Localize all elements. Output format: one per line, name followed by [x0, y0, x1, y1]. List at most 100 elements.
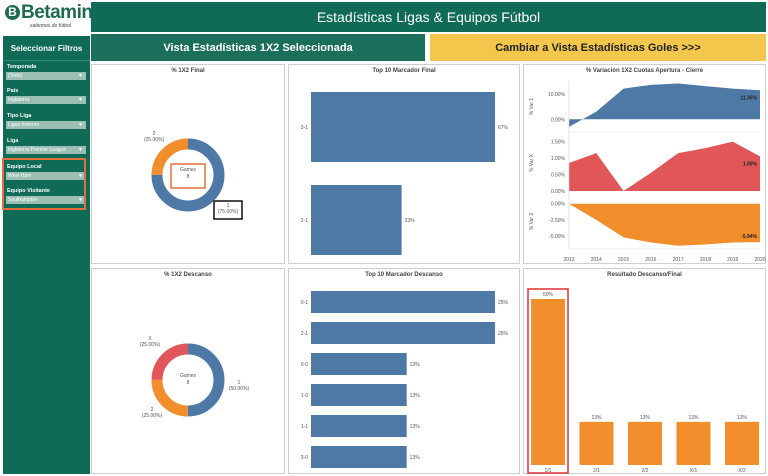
y-tick-label: 1-1 — [301, 424, 308, 430]
panel-top10-final: Top 10 Marcador Final 3-1 67% 2-1 33% — [288, 64, 520, 264]
temporada-value: (Todo) — [8, 73, 23, 79]
bar-value-label: 33% — [405, 218, 416, 224]
y-tick-label: 3-1 — [301, 125, 308, 131]
filter-label-temporada: Temporada — [7, 64, 37, 70]
area-series — [569, 203, 760, 246]
panel-title: Top 10 Marcador Final — [372, 68, 436, 74]
team-filter-highlight — [2, 158, 86, 210]
donut-center-label: Games — [179, 373, 197, 379]
x-tick-label: 2/1 — [593, 468, 600, 474]
bar — [311, 415, 407, 437]
donut-center-value: 8 — [186, 174, 190, 180]
equipo-visitante-select[interactable]: Southampton ▼ — [6, 196, 86, 204]
bar-value-label: 13% — [410, 362, 421, 368]
view-1x2-button[interactable]: Vista Estadísticas 1X2 Seleccionada — [91, 34, 425, 61]
slice-label-1-pct: (50.00%) — [228, 386, 250, 392]
chevron-down-icon: ▼ — [78, 173, 83, 179]
bar-value-label: 25% — [498, 331, 509, 337]
bar-value-label: 13% — [688, 415, 699, 421]
area-series — [569, 141, 760, 191]
chevron-down-icon: ▼ — [78, 73, 83, 79]
x-tick-label: 2018 — [700, 257, 711, 263]
logo-tagline: sabemos de fútbol — [30, 23, 71, 29]
liga-value: Inglaterra Premier League — [8, 147, 67, 153]
x-tick-label: 2020 — [754, 257, 765, 263]
bar — [311, 92, 495, 162]
bar — [311, 384, 407, 406]
x-tick-label: 2015 — [618, 257, 629, 263]
equipo-local-select[interactable]: West Ham ▼ — [6, 172, 86, 180]
filter-label-pais: País — [7, 88, 19, 94]
slice-label-1-pct: (75.00%) — [217, 209, 239, 215]
y-axis-label: % Var 1 — [529, 98, 535, 116]
x-tick-label: 1/1 — [545, 468, 552, 474]
donut-center-value: 8 — [186, 380, 190, 386]
panel-variation: % Variación 1X2 Cuotas Apertura - Cierre… — [523, 64, 766, 264]
bar-chart-top10-descanso: 0-1 25% 2-1 25% 0-0 13% 1-0 13% 1-1 13% 3-0 13% — [301, 291, 509, 468]
x-tick-label: 2/2 — [642, 468, 649, 474]
slice-label-2-cat: 2 — [150, 407, 154, 413]
slice-label-2-cat: 2 — [152, 131, 156, 137]
bar — [311, 291, 495, 313]
donut-slice-x — [151, 343, 225, 417]
highlight-box — [527, 288, 569, 474]
bar — [579, 421, 614, 465]
panel-top10-descanso: Top 10 Marcador Descanso 0-1 25% 2-1 25% 0-0… — [288, 268, 520, 474]
pais-select[interactable]: Inglaterra ▼ — [6, 96, 86, 104]
slice-label-x-cat: X — [148, 336, 152, 342]
equipo-local-value: West Ham — [8, 173, 32, 179]
bar-value-label: 13% — [591, 415, 602, 421]
end-value-label: 11.35% — [740, 95, 757, 101]
view-goals-button[interactable]: Cambiar a Vista Estadísticas Goles >>> — [430, 34, 766, 61]
x-tick-label: 2019 — [727, 257, 738, 263]
panel-1x2-final: % 1X2 Final Games 8 2 (25.00%) 1 (75.00%… — [91, 64, 285, 264]
bar — [725, 421, 759, 465]
bar — [311, 353, 407, 375]
y-tick-label: 1.00% — [551, 156, 566, 162]
donut-1x2-final — [151, 138, 243, 220]
center-highlight-box — [170, 163, 206, 189]
donut-center-label: Games — [179, 167, 197, 173]
filter-label-equipo-visitante: Equipo Visitante — [7, 188, 50, 194]
y-tick-label: 10.00% — [548, 92, 566, 98]
liga-select[interactable]: Inglaterra Premier League ▼ — [6, 146, 86, 154]
bar-chart-top10-final: 3-1 67% 2-1 33% — [301, 92, 509, 255]
x-tick-label: X/1 — [690, 468, 698, 474]
x-tick-label: 2013 — [563, 257, 574, 263]
bar — [311, 446, 407, 468]
bar-value-label: 13% — [737, 415, 748, 421]
y-axis-label: % Var 2 — [529, 213, 535, 231]
area-series — [569, 83, 760, 127]
y-tick-label: 2-1 — [301, 218, 308, 224]
x-tick-label: X/2 — [738, 468, 746, 474]
sidebar-title: Seleccionar Filtros — [3, 36, 90, 61]
bar-value-label: 50% — [543, 292, 554, 298]
slice-label-1-cat: 1 — [237, 380, 241, 386]
y-tick-label: 3-0 — [301, 455, 308, 461]
chevron-down-icon: ▼ — [78, 122, 83, 128]
donut-1x2-descanso — [151, 343, 225, 417]
slice-label-x-pct: (25.00%) — [139, 342, 161, 348]
end-value-label: 1.05% — [743, 161, 758, 167]
panel-title: Top 10 Marcador Descanso — [365, 272, 443, 278]
x-tick-label: 2014 — [591, 257, 602, 263]
y-tick-label: 1-0 — [301, 393, 308, 399]
bar-value-label: 25% — [498, 300, 509, 306]
bar-chart-descanso-final: 50% 1/1 13% 2/1 13% 2/2 13% X/1 13% X/2 — [527, 288, 759, 474]
bar — [531, 299, 565, 465]
equipo-visitante-value: Southampton — [8, 197, 38, 203]
slice-label-1-cat: 1 — [226, 203, 230, 209]
bar — [311, 185, 402, 255]
chevron-down-icon: ▼ — [78, 197, 83, 203]
tipo-liga-select[interactable]: Ligas Invierno ▼ — [6, 121, 86, 129]
panel-title: % 1X2 Descanso — [164, 272, 212, 278]
pais-value: Inglaterra — [8, 97, 30, 103]
y-tick-label: 0-0 — [301, 362, 308, 368]
betaminic-logo: B Betaminic sabemos de fútbol — [4, 2, 108, 32]
bar — [628, 421, 662, 465]
temporada-select[interactable]: (Todo) ▼ — [6, 72, 86, 80]
chevron-down-icon: ▼ — [78, 97, 83, 103]
bar — [311, 322, 495, 344]
slice-label-2-pct: (25.00%) — [143, 137, 165, 143]
bar-value-label: 13% — [410, 424, 421, 430]
